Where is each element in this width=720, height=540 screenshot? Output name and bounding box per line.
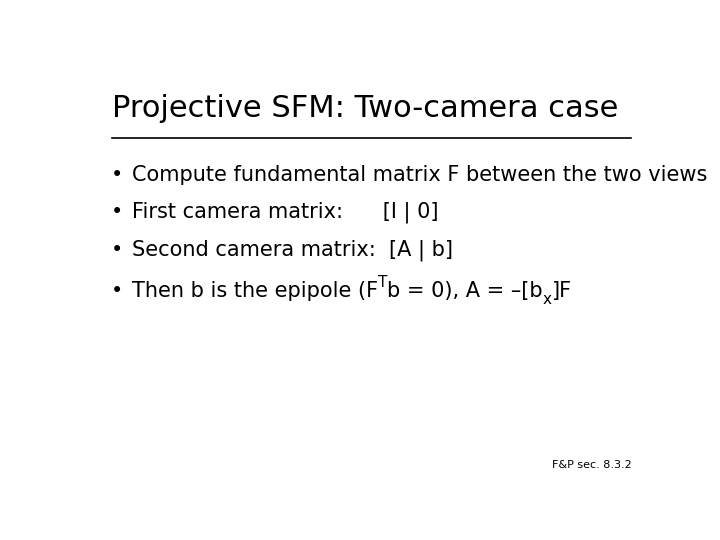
Text: First camera matrix:      [I | 0]: First camera matrix: [I | 0] — [132, 201, 438, 223]
Text: b = 0), A = –[b: b = 0), A = –[b — [387, 281, 543, 301]
Text: x: x — [543, 292, 552, 307]
Text: Compute fundamental matrix F between the two views: Compute fundamental matrix F between the… — [132, 165, 707, 185]
Text: Second camera matrix:  [A | b]: Second camera matrix: [A | b] — [132, 239, 453, 261]
Text: T: T — [378, 275, 387, 290]
Text: Then b is the epipole (F: Then b is the epipole (F — [132, 281, 378, 301]
Text: •: • — [111, 281, 123, 301]
Text: ]F: ]F — [552, 281, 572, 301]
Text: •: • — [111, 202, 123, 222]
Text: Projective SFM: Two-camera case: Projective SFM: Two-camera case — [112, 94, 618, 123]
Text: •: • — [111, 240, 123, 260]
Text: F&P sec. 8.3.2: F&P sec. 8.3.2 — [552, 460, 631, 470]
Text: •: • — [111, 165, 123, 185]
